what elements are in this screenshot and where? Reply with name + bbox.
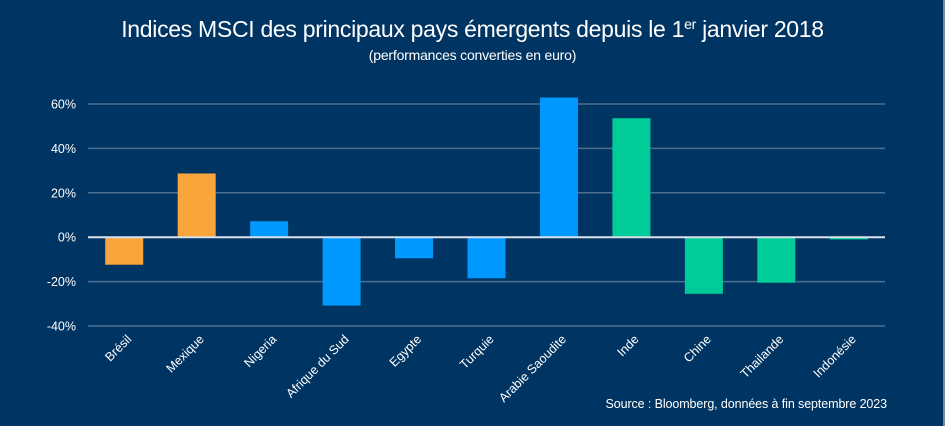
y-tick-label: -20% (47, 275, 76, 289)
bar (395, 237, 434, 259)
x-category-label: Egypte (387, 332, 424, 369)
y-tick-label: -40% (47, 320, 76, 334)
chart-title-end: janvier 2018 (695, 16, 824, 42)
x-category-label: Turquie (457, 332, 497, 372)
x-category-label: Arabie Saoudite (496, 332, 569, 405)
bar (467, 237, 506, 279)
bar (684, 237, 723, 294)
x-category-label: Chine (681, 332, 714, 365)
x-category-label: Indonésie (811, 332, 859, 380)
chart-title-superscript: er (684, 16, 696, 32)
chart-subtitle: (performances converties en euro) (368, 47, 577, 63)
bar (322, 237, 361, 306)
y-axis-tick-labels: 60% 40% 20% 0% -20% -40% (47, 98, 76, 334)
y-tick-label: 40% (51, 142, 76, 156)
chart-title: Indices MSCI des principaux pays émergen… (0, 16, 945, 43)
y-tick-label: 20% (51, 186, 76, 200)
x-category-label: Thailande (738, 332, 787, 381)
x-category-label: Mexique (163, 332, 206, 375)
bar (105, 237, 144, 265)
x-category-label: Afrique du Sud (283, 332, 351, 400)
bar (539, 97, 578, 238)
bars (105, 97, 868, 306)
x-axis-category-labels: Brésil Mexique Nigeria Afrique du Sud Egypte… (102, 332, 859, 405)
x-category-label: Brésil (102, 332, 134, 364)
bar (829, 237, 868, 240)
gridlines (88, 103, 885, 327)
y-tick-label: 0% (58, 231, 76, 245)
bar (757, 237, 796, 283)
y-tick-label: 60% (51, 98, 76, 112)
source-note: Source : Bloomberg, données à fin septem… (605, 397, 888, 411)
bar (177, 173, 216, 238)
chart-title-main: Indices MSCI des principaux pays émergen… (121, 16, 685, 42)
x-category-label: Nigeria (241, 332, 279, 370)
bar (612, 118, 651, 238)
bar (250, 221, 289, 238)
x-category-label: Inde (614, 332, 641, 359)
